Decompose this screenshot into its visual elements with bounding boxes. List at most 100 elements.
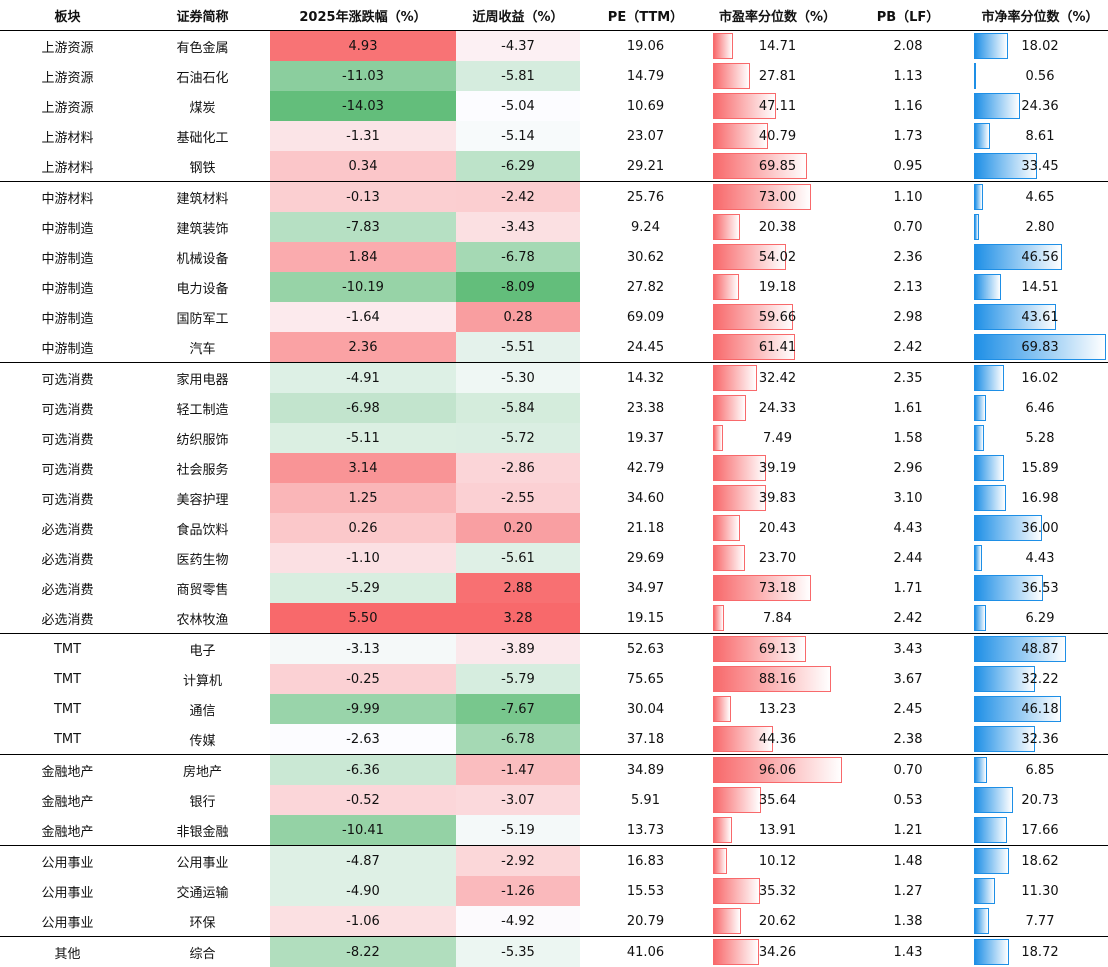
pb-percentile-cell: 16.98 (972, 483, 1108, 513)
name-cell: 建筑装饰 (135, 212, 270, 242)
pb-percentile-value: 4.65 (1026, 190, 1055, 205)
pe-percentile-bar (713, 605, 724, 631)
week-return-cell: -4.37 (456, 31, 580, 62)
pe-percentile-value: 20.43 (759, 521, 796, 536)
ytd-return-cell: -4.90 (270, 876, 456, 906)
pb-cell: 2.08 (844, 31, 972, 62)
pe-percentile-value: 7.49 (763, 431, 792, 446)
pb-percentile-cell: 4.65 (972, 182, 1108, 213)
ytd-return-cell: -0.25 (270, 664, 456, 694)
name-cell: 环保 (135, 906, 270, 937)
pb-cell: 2.98 (844, 302, 972, 332)
pe-cell: 21.18 (580, 513, 711, 543)
pb-cell: 1.43 (844, 937, 972, 967)
pe-cell: 10.69 (580, 91, 711, 121)
name-cell: 煤炭 (135, 91, 270, 121)
week-return-cell: 0.20 (456, 513, 580, 543)
name-cell: 农林牧渔 (135, 603, 270, 634)
pb-percentile-value: 18.02 (1021, 39, 1058, 54)
pe-percentile-bar (713, 848, 727, 874)
pb-percentile-value: 48.87 (1021, 642, 1058, 657)
pb-cell: 3.10 (844, 483, 972, 513)
pe-percentile-cell: 39.83 (711, 483, 844, 513)
name-cell: 电子 (135, 634, 270, 665)
week-return-cell: -7.67 (456, 694, 580, 724)
sector-cell: TMT (0, 664, 135, 694)
pb-percentile-value: 43.61 (1021, 310, 1058, 325)
sector-cell: 可选消费 (0, 393, 135, 423)
pb-cell: 2.96 (844, 453, 972, 483)
week-return-cell: -3.89 (456, 634, 580, 665)
ytd-return-cell: -1.10 (270, 543, 456, 573)
sector-cell: 上游材料 (0, 121, 135, 151)
pe-cell: 29.69 (580, 543, 711, 573)
ytd-return-cell: -7.83 (270, 212, 456, 242)
sector-cell: 必选消费 (0, 573, 135, 603)
pe-cell: 69.09 (580, 302, 711, 332)
pb-cell: 1.71 (844, 573, 972, 603)
pb-percentile-cell: 6.85 (972, 755, 1108, 786)
pb-percentile-value: 14.51 (1021, 280, 1058, 295)
pe-cell: 19.37 (580, 423, 711, 453)
pb-percentile-cell: 32.22 (972, 664, 1108, 694)
pe-percentile-bar (713, 817, 732, 843)
pb-percentile-value: 7.77 (1026, 914, 1055, 929)
pb-cell: 0.70 (844, 755, 972, 786)
pe-cell: 37.18 (580, 724, 711, 755)
pb-cell: 2.44 (844, 543, 972, 573)
pb-cell: 0.95 (844, 151, 972, 182)
pb-percentile-cell: 36.53 (972, 573, 1108, 603)
pb-cell: 1.16 (844, 91, 972, 121)
pe-percentile-bar (713, 787, 761, 813)
pb-percentile-value: 18.72 (1021, 945, 1058, 960)
sector-cell: 必选消费 (0, 603, 135, 634)
ytd-return-cell: -5.11 (270, 423, 456, 453)
pb-percentile-bar (974, 123, 990, 149)
pe-percentile-bar (713, 33, 733, 59)
pb-percentile-value: 24.36 (1021, 99, 1058, 114)
pb-percentile-bar (974, 545, 982, 571)
ytd-return-cell: -0.13 (270, 182, 456, 213)
pe-percentile-bar (713, 878, 760, 904)
pb-percentile-bar (974, 93, 1020, 119)
pb-percentile-cell: 17.66 (972, 815, 1108, 846)
pb-percentile-cell: 4.43 (972, 543, 1108, 573)
pe-percentile-bar (713, 908, 741, 934)
pb-percentile-bar (974, 274, 1001, 300)
name-cell: 汽车 (135, 332, 270, 363)
pe-percentile-cell: 20.43 (711, 513, 844, 543)
pb-percentile-bar (974, 425, 984, 451)
pe-percentile-value: 40.79 (759, 129, 796, 144)
pe-percentile-bar (713, 545, 745, 571)
sector-cell: 可选消费 (0, 423, 135, 453)
week-return-cell: -6.29 (456, 151, 580, 182)
pb-percentile-cell: 14.51 (972, 272, 1108, 302)
pe-percentile-cell: 73.00 (711, 182, 844, 213)
pe-cell: 30.04 (580, 694, 711, 724)
pb-cell: 1.10 (844, 182, 972, 213)
sector-cell: 中游制造 (0, 212, 135, 242)
pb-percentile-bar (974, 455, 1004, 481)
sector-cell: 中游材料 (0, 182, 135, 213)
week-return-cell: -5.81 (456, 61, 580, 91)
pb-percentile-value: 8.61 (1026, 129, 1055, 144)
pe-percentile-value: 54.02 (759, 250, 796, 265)
name-cell: 纺织服饰 (135, 423, 270, 453)
week-return-cell: -1.26 (456, 876, 580, 906)
pe-percentile-value: 73.00 (759, 190, 796, 205)
pe-percentile-cell: 88.16 (711, 664, 844, 694)
pe-percentile-value: 47.11 (759, 99, 796, 114)
sector-cell: TMT (0, 724, 135, 755)
pe-percentile-cell: 13.23 (711, 694, 844, 724)
pe-percentile-value: 39.83 (759, 491, 796, 506)
